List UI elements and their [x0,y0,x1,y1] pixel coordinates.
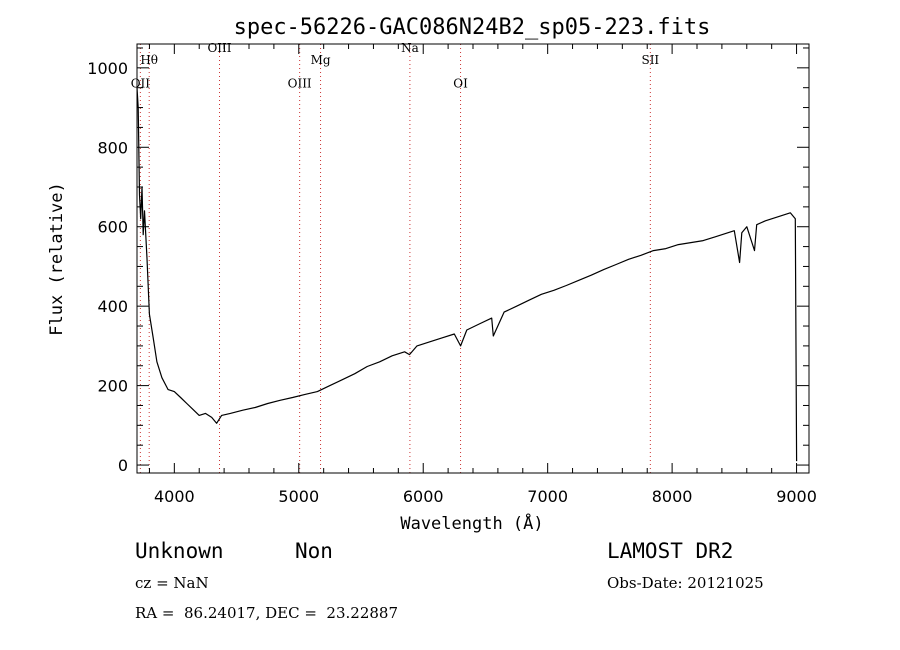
y-tick-label: 600 [97,218,128,237]
chart-title: spec-56226-GAC086N24B2_sp05-223.fits [234,15,711,40]
x-tick-label: 8000 [652,487,693,506]
observation-date: Obs-Date: 20121025 [607,574,764,592]
x-axis-label: Wavelength (Å) [400,512,543,534]
emission-line-label: OIII [288,77,312,91]
data-layer [136,87,798,462]
spectrum-series-line [136,87,798,462]
emission-line-label: Mg [311,53,331,67]
line-markers: OII Hθ OIII OIII Mg Na OI SII [131,41,659,473]
x-tick-label: 4000 [154,487,195,506]
x-tick-label: 5000 [278,487,319,506]
y-tick-label: 800 [97,138,128,157]
y-tick-label: 1000 [87,59,128,78]
y-tick-label: 0 [118,456,128,475]
emission-line-label: OI [453,77,468,91]
x-tick-label: 9000 [776,487,817,506]
object-class: Unknown [135,539,224,563]
axes-layer: 4000 5000 6000 7000 8000 9000 0 200 400 600 800 100… [87,44,817,506]
plot-frame [136,43,810,474]
emission-line-label: Na [401,41,419,55]
emission-line-label: SII [641,53,659,67]
sky-coordinates: RA = 86.24017, DEC = 23.22887 [135,604,399,622]
x-tick-label: 7000 [527,487,568,506]
emission-line-label: OII [131,77,151,91]
y-tick-label: 200 [97,377,128,396]
y-axis-label: Flux (relative) [47,182,67,336]
object-subclass: Non [295,539,333,563]
emission-line-label: Hθ [140,53,158,67]
survey-name: LAMOST DR2 [607,539,734,563]
redshift-cz: cz = NaN [135,574,209,592]
emission-line-label: OIII [207,41,231,55]
y-tick-label: 400 [97,297,128,316]
x-tick-label: 6000 [403,487,444,506]
